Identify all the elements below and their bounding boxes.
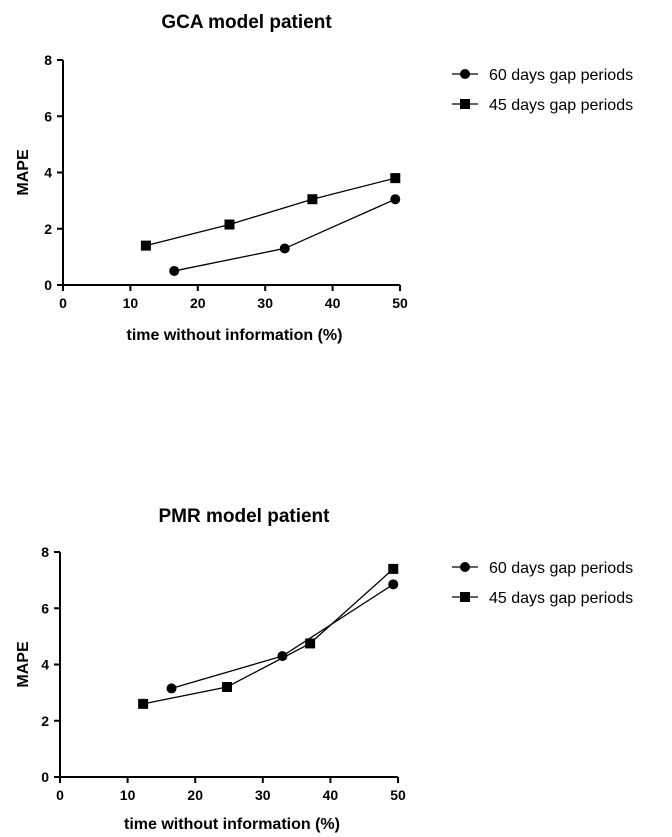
y-tick-label: 6 — [44, 108, 52, 124]
series-line — [145, 177, 396, 247]
y-axis-label: MAPE — [15, 149, 32, 196]
legend-label: 45 days gap periods — [489, 97, 633, 114]
legend-marker — [460, 69, 470, 79]
chart-title: GCA model patient — [161, 12, 332, 33]
x-tick-label: 40 — [323, 787, 339, 803]
y-tick-label: 4 — [41, 657, 49, 673]
y-axis-label: MAPE — [15, 641, 32, 688]
chart-0: GCA model patient 0 10 20 30 40 50 0 2 4 6 8 time wi… — [15, 12, 633, 344]
legend-item: 45 days gap periods — [452, 97, 633, 114]
data-point — [307, 194, 318, 205]
legend-label: 60 days gap periods — [489, 67, 633, 84]
x-tick-label: 20 — [190, 295, 206, 311]
y-tick-label: 8 — [41, 544, 49, 560]
series-line — [174, 198, 396, 272]
x-tick-label: 50 — [390, 787, 406, 803]
data-point — [140, 240, 151, 251]
legend-marker — [460, 562, 470, 572]
x-axis-label: time without information (%) — [124, 816, 340, 833]
x-tick-label: 10 — [123, 295, 139, 311]
legend-item: 60 days gap periods — [452, 560, 633, 577]
data-point — [305, 638, 316, 649]
chart-1: PMR model patient 0 10 20 30 40 50 0 2 4 6 8 time wi… — [15, 506, 633, 833]
legend-label: 60 days gap periods — [489, 560, 633, 577]
y-tick-label: 6 — [41, 600, 49, 616]
y-tick-label: 2 — [41, 713, 49, 729]
data-point — [390, 194, 401, 205]
x-axis-label: time without information (%) — [127, 327, 343, 344]
y-tick-label: 2 — [44, 221, 52, 237]
x-tick-label: 10 — [120, 787, 136, 803]
x-tick-label: 0 — [59, 295, 67, 311]
data-point — [166, 683, 177, 694]
y-tick-label: 8 — [44, 52, 52, 68]
y-tick-label: 0 — [41, 769, 49, 785]
legend-item: 60 days gap periods — [452, 67, 633, 84]
legend-label: 45 days gap periods — [489, 590, 633, 607]
data-point — [169, 265, 180, 276]
series-square — [138, 563, 399, 709]
legend-marker — [460, 99, 470, 109]
data-point — [221, 682, 232, 692]
data-point — [224, 219, 235, 230]
data-point — [390, 173, 401, 184]
x-tick-label: 50 — [392, 295, 408, 311]
series-square — [140, 173, 401, 251]
series-circle — [166, 579, 399, 694]
legend-item: 45 days gap periods — [452, 590, 633, 607]
data-point — [279, 243, 290, 254]
x-tick-label: 20 — [187, 787, 203, 803]
x-tick-label: 30 — [257, 295, 273, 311]
data-point — [138, 698, 149, 709]
y-tick-label: 0 — [44, 277, 52, 293]
data-point — [388, 563, 399, 574]
data-point — [388, 579, 399, 590]
y-tick-label: 4 — [44, 165, 52, 181]
x-tick-label: 0 — [56, 787, 64, 803]
series-line — [143, 568, 394, 705]
x-tick-label: 40 — [325, 295, 341, 311]
chart-title: PMR model patient — [158, 506, 330, 527]
series-line — [171, 583, 394, 690]
series-circle — [169, 194, 401, 276]
x-tick-label: 30 — [255, 787, 271, 803]
legend-marker — [460, 592, 470, 602]
